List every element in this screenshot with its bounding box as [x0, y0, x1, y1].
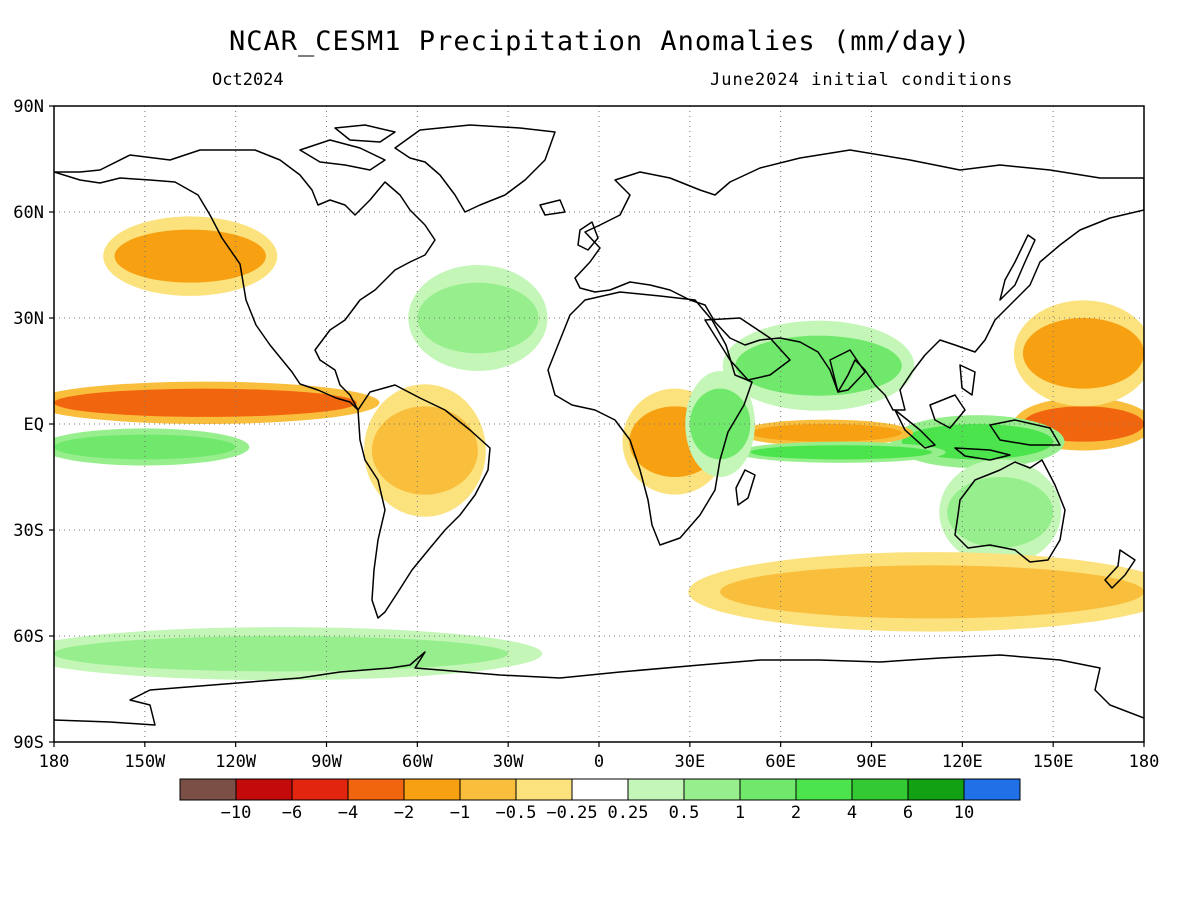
colorbar-label: −4 [338, 803, 358, 823]
colorbar-label: −6 [282, 803, 302, 823]
anomaly-region [54, 636, 509, 672]
anomaly-region [689, 388, 751, 460]
coastline-eurasia [574, 149, 1144, 411]
anomaly-region [1022, 318, 1144, 389]
lon-label: 60E [765, 752, 796, 772]
coastline-india [829, 349, 866, 393]
coastline-greenland [394, 124, 556, 213]
lon-label: 120W [215, 752, 257, 772]
colorbar-label: 2 [791, 803, 801, 823]
anomaly-region [750, 445, 933, 460]
colorbar-swatch [963, 778, 1021, 801]
coastline-japan [999, 234, 1036, 301]
coastline-south-america [357, 384, 491, 619]
colorbar-swatch [179, 778, 237, 801]
coastline-australia [954, 459, 1066, 563]
lat-label: 30N [13, 309, 44, 329]
lon-label: 180 [39, 752, 70, 772]
colorbar-swatch [851, 778, 909, 801]
axis-labels: 180 150W 120W 90W 60W 30W 0 30E 60E 90E 120E 150E 18… [13, 97, 1159, 772]
colorbar-swatch [403, 778, 461, 801]
anomaly-region [720, 565, 1144, 619]
colorbar-label: −1 [450, 803, 470, 823]
colorbar-label: 4 [847, 803, 857, 823]
colorbar-label: −0.5 [496, 803, 537, 823]
lat-label: 90S [13, 733, 44, 753]
colorbar-label: −0.25 [546, 803, 597, 823]
coastline-north-america [54, 149, 436, 411]
coastline-madagascar [735, 469, 756, 506]
colorbar-label: −2 [394, 803, 414, 823]
lat-label: 60S [13, 627, 44, 647]
colorbar-label: 10 [954, 803, 974, 823]
colorbar-swatch [739, 778, 797, 801]
coastline-new-zealand [1104, 549, 1136, 589]
colorbar-swatch [347, 778, 405, 801]
coastline-iceland [539, 199, 566, 216]
anomaly-field [54, 216, 1144, 681]
colorbar-swatch [683, 778, 741, 801]
colorbar-swatch [571, 778, 629, 801]
initial-conditions-label: June2024 initial conditions [710, 70, 1014, 90]
colorbar-swatch [235, 778, 293, 801]
anomaly-region [54, 388, 357, 417]
lon-label: 30W [493, 752, 524, 772]
lat-label: 90N [13, 97, 44, 117]
anomaly-region [750, 424, 902, 442]
lon-label: 90W [311, 752, 342, 772]
anomaly-region [735, 335, 902, 396]
colorbar-swatch [907, 778, 965, 801]
lon-label: 0 [594, 752, 604, 772]
colorbar-label: 0.5 [669, 803, 700, 823]
colorbar-label: 6 [903, 803, 913, 823]
lon-label: 150E [1033, 752, 1074, 772]
map-title: NCAR_CESM1 Precipitation Anomalies (mm/d… [229, 26, 971, 57]
coastline-philippines [959, 364, 976, 396]
colorbar-swatch [795, 778, 853, 801]
lat-lon-grid [54, 106, 1144, 742]
lat-label: 60N [13, 203, 44, 223]
lat-label: 30S [13, 521, 44, 541]
lon-label: 120E [942, 752, 983, 772]
anomaly-region [371, 406, 478, 495]
colorbar-swatch [459, 778, 517, 801]
valid-month-label: Oct2024 [212, 70, 284, 90]
lon-label: 150W [124, 752, 166, 772]
colorbar-swatch [515, 778, 573, 801]
coastline-british-isles [577, 221, 599, 251]
lon-label: 60W [402, 752, 433, 772]
lat-label: EQ [24, 415, 44, 435]
lon-label: 90E [856, 752, 887, 772]
colorbar-label: −10 [221, 803, 252, 823]
coastline-africa [547, 291, 753, 546]
colorbar-label: 1 [735, 803, 745, 823]
coastline-arctic-islands [299, 124, 396, 171]
lon-label: 30E [674, 752, 705, 772]
coastlines [54, 124, 1144, 726]
coastline-antarctica [54, 651, 1144, 726]
colorbar: −10 −6 −4 −2 −1 −0.5 −0.25 0.25 0.5 1 2 4 6 10 [179, 778, 1021, 823]
coastline-indonesia [894, 394, 1061, 461]
colorbar-label: 0.25 [608, 803, 649, 823]
anomaly-region [947, 476, 1054, 548]
anomaly-region [417, 282, 539, 354]
lon-label: 180 [1129, 752, 1160, 772]
coastline-arabia [704, 317, 791, 381]
colorbar-swatch [291, 778, 349, 801]
anomaly-region [114, 229, 266, 283]
colorbar-swatch [627, 778, 685, 801]
